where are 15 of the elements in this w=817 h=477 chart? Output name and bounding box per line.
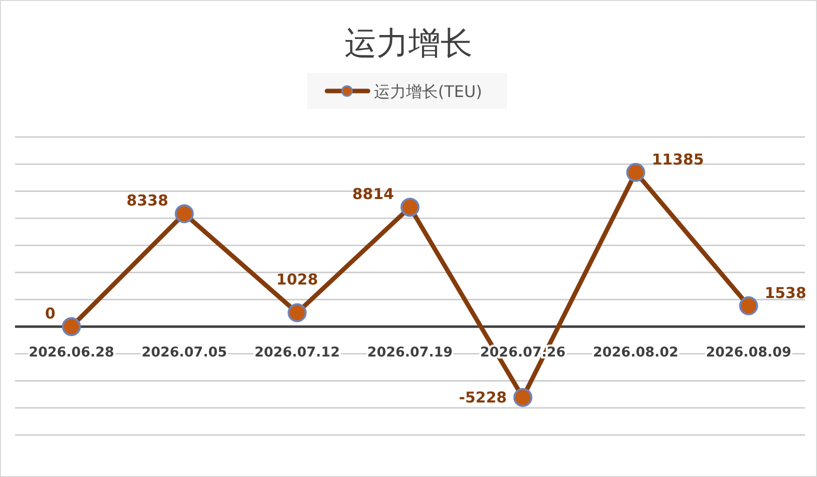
data-label: 1538 <box>764 284 806 302</box>
x-tick-label: 2026.07.05 <box>142 344 227 361</box>
data-label: 8338 <box>126 192 168 210</box>
data-label: 8814 <box>352 185 394 204</box>
x-tick-label: 2026.08.02 <box>593 344 678 361</box>
x-tick-label: 2026.06.28 <box>28 344 114 361</box>
chart-title: 运力增长 <box>344 24 472 62</box>
data-label: 0 <box>44 304 56 323</box>
x-tick-label: 2026.08.09 <box>706 344 792 361</box>
x-tick-label: 2026.07.12 <box>254 344 340 361</box>
legend-label: 运力增长(TEU) <box>374 82 482 101</box>
x-tick-label: 2026.07.19 <box>367 344 453 361</box>
data-label: 11385 <box>652 150 704 168</box>
data-label: 1028 <box>276 270 318 289</box>
data-label: -5228 <box>458 388 507 406</box>
